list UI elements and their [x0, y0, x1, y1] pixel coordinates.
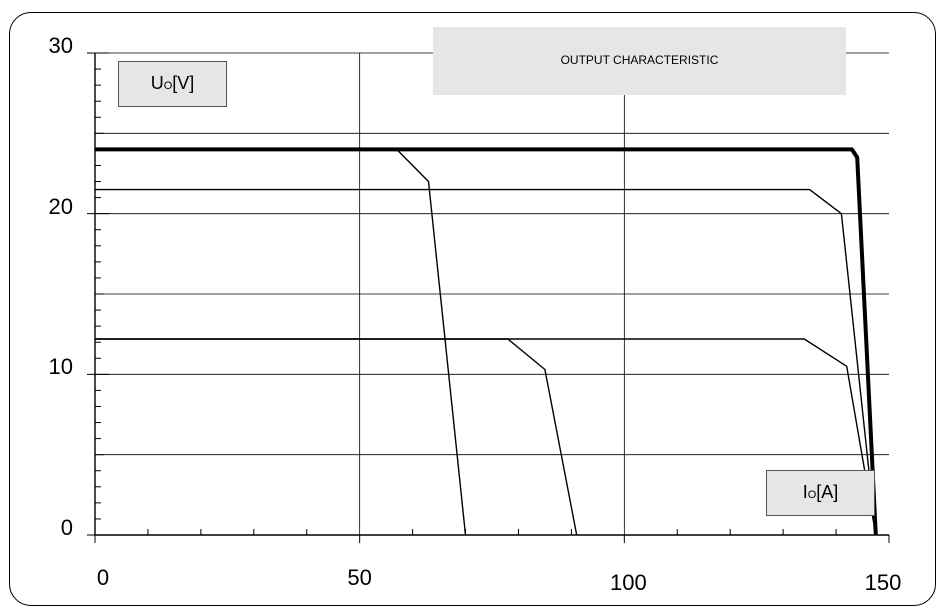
x-axis-label-box: IO[A] [766, 470, 875, 516]
x-axis-label-sub: O [807, 489, 817, 501]
x-axis-label: IO[A] [767, 482, 874, 503]
x-tick-label: 50 [347, 565, 372, 590]
y-tick-label: 10 [48, 354, 73, 380]
series-line [95, 338, 877, 536]
y-axis-label-unit: [V] [172, 73, 195, 93]
series-line [95, 148, 467, 536]
x-tick-label: 150 [864, 570, 902, 595]
y-tick-label: 20 [48, 193, 73, 219]
x-axis-label-main: I [802, 482, 808, 502]
y-tick-label: 0 [60, 515, 73, 540]
y-axis-label-sub: O [163, 80, 173, 92]
x-axis-label-unit: [A] [816, 482, 839, 502]
x-tick-label: 100 [609, 570, 647, 595]
series-line-bold [95, 147, 878, 536]
chart-title: OUTPUT CHARACTERISTIC [560, 53, 719, 67]
x-tick-label: 0 [96, 565, 110, 590]
y-axis-label-main: U [150, 73, 164, 93]
series-line [95, 338, 578, 536]
y-axis-label: UO[V] [119, 73, 226, 94]
series-line [95, 188, 877, 536]
y-tick-label: 30 [48, 33, 73, 58]
chart-title-box: OUTPUT CHARACTERISTIC [433, 27, 846, 95]
y-axis-label-box: UO[V] [118, 61, 227, 107]
